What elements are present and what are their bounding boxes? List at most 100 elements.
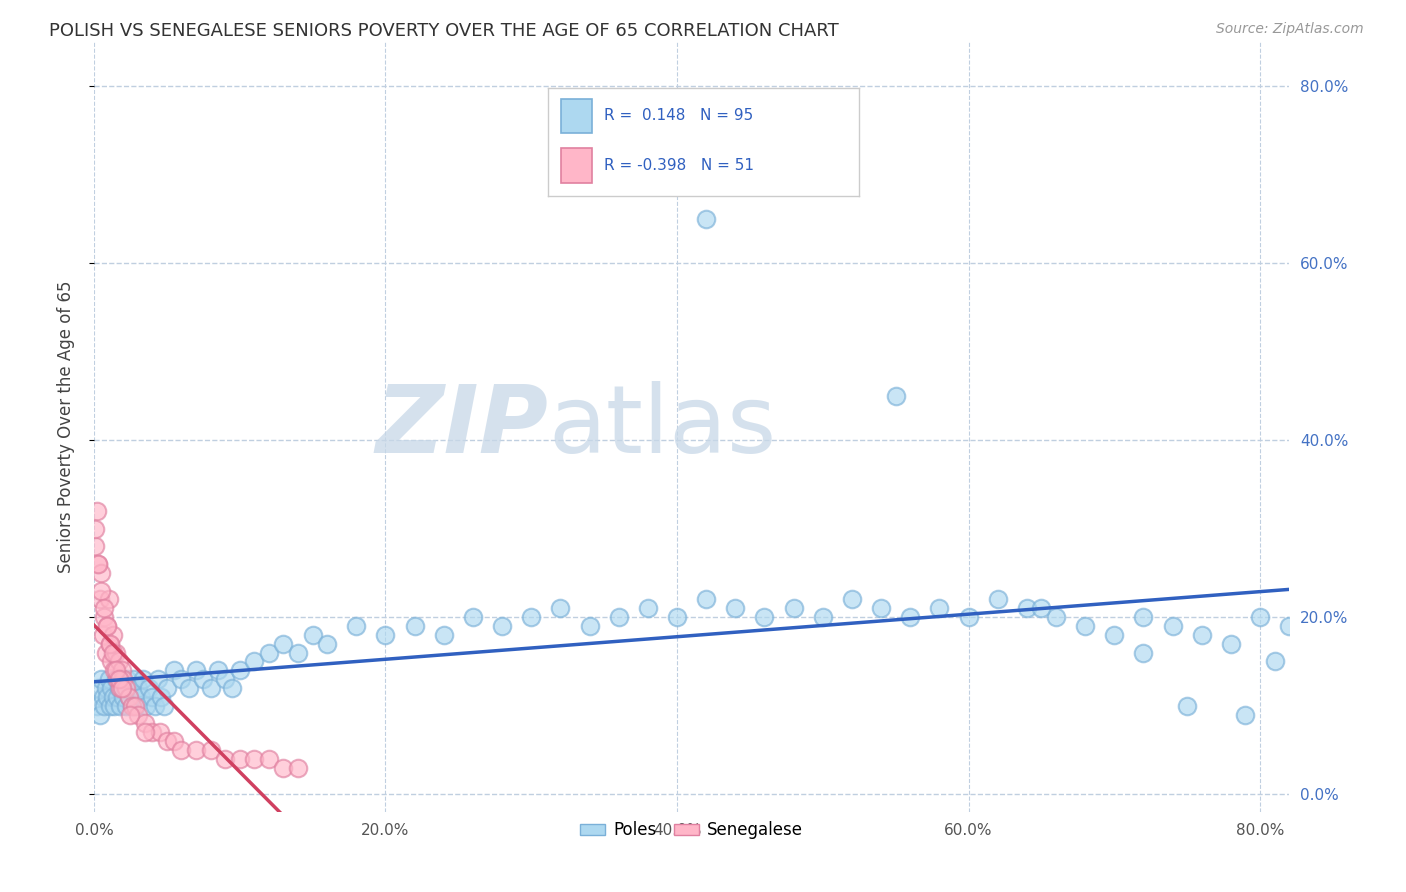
Point — [221, 681, 243, 695]
Point — [94, 681, 117, 695]
Point — [207, 663, 229, 677]
Point — [243, 752, 266, 766]
Point — [120, 681, 142, 695]
Point — [89, 592, 111, 607]
Point — [301, 628, 323, 642]
Point — [163, 663, 186, 677]
Point — [104, 672, 127, 686]
Point — [184, 743, 207, 757]
Point — [141, 725, 163, 739]
Point — [115, 698, 138, 713]
Point — [93, 698, 115, 713]
Point — [90, 672, 112, 686]
Point — [243, 654, 266, 668]
Point — [1031, 601, 1053, 615]
Point — [695, 592, 717, 607]
Point — [94, 646, 117, 660]
Point — [200, 681, 222, 695]
Point — [103, 663, 125, 677]
Point — [1132, 646, 1154, 660]
Point — [100, 654, 122, 668]
Point — [170, 743, 193, 757]
Point — [122, 672, 145, 686]
Point — [112, 672, 135, 686]
Point — [132, 672, 155, 686]
Point — [87, 557, 110, 571]
Point — [987, 592, 1010, 607]
Point — [90, 566, 112, 580]
Point — [156, 681, 179, 695]
Point — [101, 690, 124, 704]
Point — [1278, 619, 1301, 633]
Point — [170, 672, 193, 686]
Point — [1249, 610, 1271, 624]
Point — [86, 698, 108, 713]
Point — [120, 707, 142, 722]
Point — [666, 610, 689, 624]
Point — [957, 610, 980, 624]
Point — [607, 610, 630, 624]
Point — [884, 389, 907, 403]
Point — [87, 557, 110, 571]
Point — [754, 610, 776, 624]
Point — [129, 690, 152, 704]
Text: POLISH VS SENEGALESE SENIORS POVERTY OVER THE AGE OF 65 CORRELATION CHART: POLISH VS SENEGALESE SENIORS POVERTY OVE… — [49, 22, 839, 40]
Point — [107, 672, 129, 686]
Point — [84, 522, 107, 536]
Point — [257, 752, 280, 766]
Point — [1234, 707, 1257, 722]
Point — [107, 681, 129, 695]
Point — [1191, 628, 1213, 642]
Point — [153, 698, 176, 713]
Point — [1175, 698, 1198, 713]
Text: ZIP: ZIP — [375, 381, 548, 473]
Point — [870, 601, 893, 615]
Point — [105, 672, 128, 686]
Legend: Poles, Senegalese: Poles, Senegalese — [574, 814, 810, 846]
Point — [782, 601, 804, 615]
Point — [114, 681, 136, 695]
Point — [89, 707, 111, 722]
Point — [228, 752, 250, 766]
Point — [316, 637, 339, 651]
Point — [184, 663, 207, 677]
Point — [287, 761, 309, 775]
Point — [98, 698, 121, 713]
Point — [108, 698, 131, 713]
Point — [111, 681, 134, 695]
Point — [84, 539, 107, 553]
Point — [103, 698, 125, 713]
Point — [91, 628, 114, 642]
Point — [87, 681, 110, 695]
Point — [91, 690, 114, 704]
Point — [637, 601, 659, 615]
Point — [149, 690, 172, 704]
Point — [1264, 654, 1286, 668]
Point — [214, 752, 236, 766]
Point — [118, 690, 141, 704]
Point — [214, 672, 236, 686]
Point — [1074, 619, 1097, 633]
Point — [127, 681, 149, 695]
Point — [141, 690, 163, 704]
Point — [695, 211, 717, 226]
Point — [344, 619, 367, 633]
Point — [928, 601, 950, 615]
Point — [374, 628, 396, 642]
Point — [127, 707, 149, 722]
Point — [138, 681, 160, 695]
Point — [124, 690, 146, 704]
Point — [811, 610, 834, 624]
Point — [228, 663, 250, 677]
Point — [841, 592, 863, 607]
Point — [461, 610, 484, 624]
Point — [724, 601, 747, 615]
Y-axis label: Seniors Poverty Over the Age of 65: Seniors Poverty Over the Age of 65 — [58, 281, 75, 573]
Point — [200, 743, 222, 757]
Point — [121, 698, 143, 713]
Point — [93, 610, 115, 624]
Point — [273, 761, 295, 775]
Point — [108, 681, 131, 695]
Point — [134, 725, 156, 739]
Point — [117, 672, 139, 686]
